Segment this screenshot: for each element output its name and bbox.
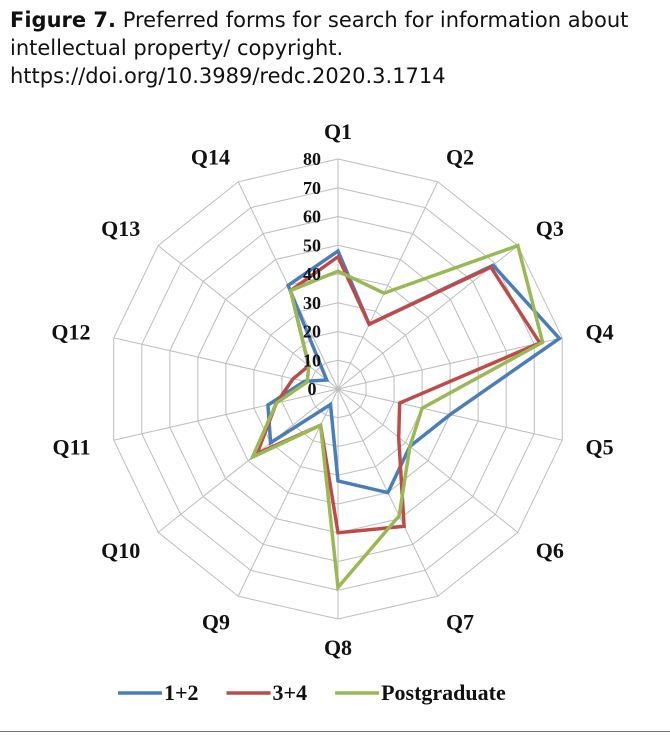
radar-series — [249, 243, 563, 592]
grid-spoke — [337, 388, 519, 533]
grid-spoke — [337, 181, 439, 390]
tick-label: 0 — [308, 379, 317, 399]
spoke-label-q9: Q9 — [202, 609, 230, 634]
series-line-3-4 — [253, 254, 543, 535]
spoke-label-q1: Q1 — [324, 119, 352, 144]
grid-spoke — [113, 388, 339, 441]
legend-item-3-4: 3+4 — [226, 680, 308, 705]
tick-label: 70 — [303, 178, 321, 198]
tick-label: 50 — [303, 235, 321, 255]
radar-tick-labels: 0 10 20 30 40 50 60 70 80 — [303, 149, 321, 399]
spoke-label-q13: Q13 — [101, 216, 140, 241]
spoke-label-q12: Q12 — [51, 320, 90, 345]
legend-label: 3+4 — [273, 680, 308, 705]
legend-item-1-2: 1+2 — [118, 680, 199, 705]
figure-label: Figure 7. — [10, 8, 117, 32]
spoke-label-q7: Q7 — [446, 609, 474, 634]
tick-label: 20 — [303, 322, 321, 342]
grid-spoke — [337, 337, 563, 390]
tick-label: 40 — [303, 264, 321, 284]
tick-label: 10 — [303, 350, 321, 370]
grid-spoke — [113, 337, 339, 390]
spoke-label-q11: Q11 — [53, 434, 91, 459]
spoke-label-q3: Q3 — [536, 216, 564, 241]
spoke-label-q6: Q6 — [536, 538, 564, 563]
series-line-1-2 — [266, 248, 563, 495]
legend-label: Postgraduate — [381, 680, 506, 705]
spoke-label-q5: Q5 — [586, 434, 614, 459]
figure-doi-link[interactable]: https://doi.org/10.3989/redc.2020.3.1714 — [10, 64, 446, 88]
tick-label: 30 — [303, 293, 321, 313]
radar-grid — [113, 158, 563, 620]
figure-caption-text: Preferred forms for search for informati… — [10, 8, 629, 60]
legend-item-postgraduate: Postgraduate — [335, 680, 506, 705]
grid-spoke — [237, 388, 339, 597]
spoke-label-q4: Q4 — [586, 320, 614, 345]
spoke-label-q10: Q10 — [101, 538, 140, 563]
chart-legend: 1+2 3+4 Postgraduate — [118, 680, 506, 705]
grid-spoke — [157, 388, 339, 533]
bottom-divider — [0, 731, 670, 732]
tick-label: 80 — [303, 149, 321, 169]
spoke-label-q14: Q14 — [191, 145, 230, 170]
spoke-label-q2: Q2 — [446, 145, 474, 170]
spoke-label-q8: Q8 — [324, 635, 352, 660]
radar-spoke-labels: Q1 Q2 Q3 Q4 Q5 Q6 Q7 Q8 Q9 Q10 Q11 Q12 Q13 Q14 — [51, 119, 613, 660]
figure-caption: Figure 7. Preferred forms for search for… — [10, 6, 660, 90]
tick-label: 60 — [303, 207, 321, 227]
legend-label: 1+2 — [164, 680, 199, 705]
series-line-postgraduate — [249, 243, 545, 592]
